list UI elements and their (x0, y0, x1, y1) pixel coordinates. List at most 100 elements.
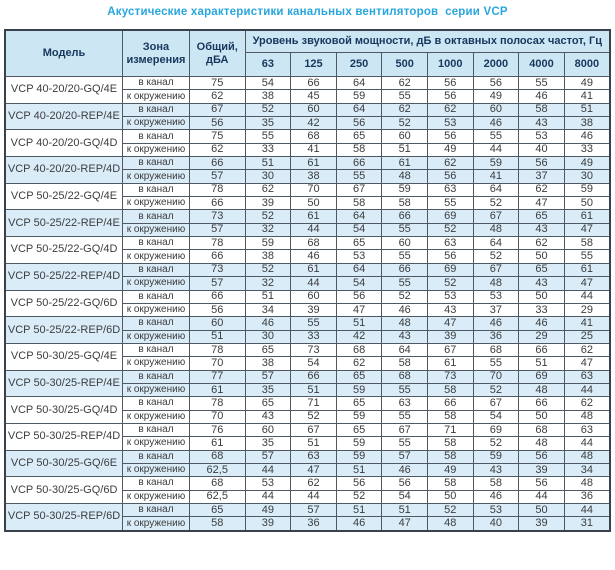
band-level-value: 54 (335, 222, 383, 238)
table-row: к окружению 61 35 51 59 55 58 52 48 44 (5, 382, 611, 398)
band-level-value: 51 (381, 142, 428, 158)
band-level-value: 69 (472, 422, 520, 438)
table-row: к окружению 57 32 44 54 55 52 48 43 47 (5, 276, 611, 291)
band-level-value: 68 (290, 129, 337, 144)
measurement-zone-label: к окружению (122, 222, 190, 238)
band-level-value: 52 (244, 209, 292, 224)
total-dba-value: 70 (188, 356, 246, 371)
band-level-value: 67 (381, 422, 428, 438)
band-level-value: 48 (381, 316, 428, 331)
band-level-value: 51 (244, 156, 292, 171)
model-name: VCP 50-25/22-GQ/4E (4, 182, 124, 211)
band-level-value: 51 (563, 102, 611, 118)
band-level-value: 44 (290, 276, 337, 291)
band-level-value: 41 (563, 89, 611, 104)
band-level-value: 62 (518, 236, 565, 251)
band-level-value: 45 (290, 89, 337, 104)
band-level-value: 59 (472, 449, 520, 464)
band-level-value: 63 (426, 236, 474, 251)
band-level-value: 46 (381, 302, 428, 318)
measurement-zone-label: в канал (122, 449, 190, 464)
band-level-value: 60 (472, 102, 520, 118)
band-level-value: 62 (563, 396, 611, 411)
band-level-value: 61 (563, 262, 611, 278)
band-level-value: 44 (518, 489, 565, 505)
band-level-value: 59 (335, 436, 383, 451)
band-level-value: 55 (518, 75, 565, 91)
table-row: VCP 50-30/25-REP/4D в канал 76 60 67 65 67 71 69… (4, 422, 611, 451)
band-level-value: 44 (563, 289, 611, 304)
model-name: VCP 50-30/25-GQ/4D (4, 396, 124, 424)
band-level-value: 33 (563, 142, 611, 158)
band-level-value: 44 (244, 462, 292, 478)
model-name: VCP 50-25/22-REP/4D (4, 262, 124, 291)
band-level-value: 57 (381, 449, 428, 464)
table-row: к окружению 58 39 36 46 47 48 40 39 31 (5, 516, 611, 532)
band-level-value: 62 (335, 356, 383, 371)
band-level-value: 61 (563, 209, 611, 224)
measurement-zone-label: к окружению (122, 382, 190, 398)
band-level-value: 42 (335, 329, 383, 344)
table-body: VCP 40-20/20-GQ/4E в канал 75 54 66 64 62 56 56 5… (4, 75, 611, 532)
band-level-value: 39 (518, 462, 565, 478)
band-level-value: 55 (426, 196, 474, 211)
band-level-value: 56 (426, 75, 474, 91)
band-level-value: 69 (518, 369, 565, 384)
measurement-zone-label: в канал (122, 182, 190, 198)
table-row: к окружению 66 39 50 58 58 55 52 47 50 (5, 196, 611, 211)
measurement-zone-label: к окружению (122, 302, 190, 318)
band-level-value: 41 (563, 316, 611, 331)
band-level-value: 59 (381, 182, 428, 198)
band-level-value: 65 (335, 369, 383, 384)
band-level-value: 63 (426, 182, 474, 198)
total-dba-value: 58 (188, 516, 246, 532)
band-level-value: 38 (563, 116, 611, 131)
model-name: VCP 40-20/20-REP/4D (4, 156, 124, 184)
band-level-value: 62 (381, 75, 428, 91)
measurement-zone-label: к окружению (122, 142, 190, 158)
band-level-value: 52 (244, 262, 292, 278)
band-level-value: 51 (290, 436, 337, 451)
band-level-value: 29 (518, 329, 565, 344)
column-header-band-63: 63 (244, 52, 292, 77)
measurement-zone-label: к окружению (122, 489, 190, 505)
band-level-value: 59 (244, 236, 292, 251)
total-dba-value: 65 (188, 502, 246, 518)
band-level-value: 64 (472, 182, 520, 198)
total-dba-value: 76 (188, 422, 246, 438)
band-level-value: 53 (518, 129, 565, 144)
band-level-value: 64 (381, 342, 428, 358)
band-level-value: 53 (426, 116, 474, 131)
column-header-band-1000: 1000 (426, 52, 474, 77)
band-level-value: 39 (518, 516, 565, 532)
table-row: к окружению 66 38 46 53 55 56 52 50 55 (5, 249, 611, 264)
band-level-value: 53 (244, 476, 292, 491)
band-level-value: 48 (563, 476, 611, 491)
band-level-value: 52 (426, 276, 474, 291)
measurement-zone-label: в канал (122, 476, 190, 491)
band-level-value: 46 (244, 316, 292, 331)
band-level-value: 51 (335, 462, 383, 478)
band-level-value: 52 (290, 409, 337, 424)
band-level-value: 56 (381, 476, 428, 491)
model-name: VCP 40-20/20-GQ/4D (4, 129, 124, 158)
measurement-zone-label: к окружению (122, 116, 190, 131)
band-level-value: 69 (426, 262, 474, 278)
band-level-value: 62 (381, 102, 428, 118)
band-level-value: 49 (472, 89, 520, 104)
band-level-value: 71 (426, 422, 474, 438)
band-level-value: 62 (563, 342, 611, 358)
measurement-zone-label: в канал (122, 396, 190, 411)
band-level-value: 56 (518, 156, 565, 171)
model-name: VCP 40-20/20-REP/4E (4, 102, 124, 131)
band-level-value: 38 (244, 356, 292, 371)
band-level-value: 43 (472, 462, 520, 478)
band-level-value: 48 (426, 516, 474, 532)
band-level-value: 55 (290, 316, 337, 331)
band-level-value: 68 (518, 422, 565, 438)
band-level-value: 48 (381, 169, 428, 184)
band-level-value: 65 (335, 422, 383, 438)
band-level-value: 42 (290, 116, 337, 131)
band-level-value: 49 (563, 156, 611, 171)
